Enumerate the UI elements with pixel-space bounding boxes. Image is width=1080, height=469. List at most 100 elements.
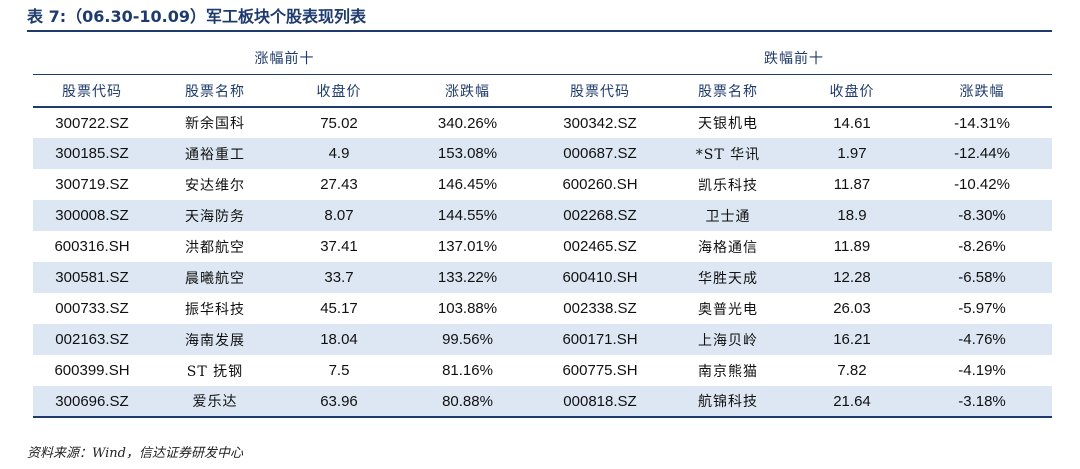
loser-name-cell: 凯乐科技: [698, 177, 758, 194]
table-row: 002163.SZ 海南发展 18.04 99.56% 600171.SH 上海贝岭 16.…: [33, 324, 1052, 355]
table-row: 300185.SZ 通裕重工 4.9 153.08% 000687.SZ *ST 华讯 1.…: [33, 138, 1052, 169]
gainer-code-cell: 600399.SH: [54, 362, 130, 379]
loser-name-cell: 海格通信: [698, 239, 758, 256]
loser-change-cell: -3.18%: [912, 386, 1052, 418]
gainer-change-cell: 137.01%: [437, 238, 498, 255]
table-title: 表 7:（06.30-10.09）军工板块个股表现列表: [27, 7, 366, 26]
loser-close-cell: 12.28: [833, 269, 871, 286]
loser-code-cell: 002268.SZ: [563, 207, 637, 224]
gainer-change-cell: 81.16%: [442, 362, 493, 379]
group-header-losers: 跌幅前十: [536, 42, 1052, 75]
gainer-close-cell: 45.17: [320, 300, 358, 317]
gainer-change-cell: 340.26%: [437, 114, 498, 132]
column-header: 股票名称: [151, 74, 279, 108]
loser-change-cell: -6.58%: [958, 269, 1006, 286]
loser-change-cell: -8.26%: [958, 238, 1006, 255]
gainer-name-cell: 天海防务: [185, 208, 245, 225]
gainer-code-cell: 300185.SZ: [55, 145, 129, 162]
loser-close-cell: 11.87: [833, 176, 871, 193]
gainer-code-cell: 300722.SZ: [55, 114, 129, 132]
loser-close-cell: 1.97: [837, 145, 867, 162]
loser-code-cell: 002338.SZ: [563, 300, 637, 317]
column-header-row: 股票代码 股票名称 收盘价 涨跌幅 股票代码 股票名称 收盘价 涨跌幅: [33, 74, 1052, 108]
loser-name-cell: 天银机电: [698, 116, 758, 132]
column-header: 涨跌幅: [912, 74, 1052, 108]
gainer-close-cell: 63.96: [279, 386, 399, 418]
loser-change-cell: -10.42%: [954, 176, 1010, 193]
gainer-code-cell: 300581.SZ: [55, 269, 129, 286]
gainer-name-cell: 新余国科: [185, 116, 245, 132]
gainer-code-cell: 300696.SZ: [33, 386, 151, 418]
table-body: 300722.SZ 新余国科 75.02 340.26% 300342.SZ 天银机电 14…: [33, 107, 1052, 418]
group-header-row: 涨幅前十 跌幅前十: [33, 42, 1052, 75]
gainer-close-cell: 8.07: [324, 207, 354, 224]
loser-name-cell: 南京熊猫: [698, 363, 758, 380]
column-header: 股票代码: [33, 74, 151, 108]
loser-name-cell: 华胜天成: [698, 270, 758, 287]
table-row: 300008.SZ 天海防务 8.07 144.55% 002268.SZ 卫士通 18.9…: [33, 200, 1052, 231]
loser-name-cell: 航锦科技: [664, 386, 792, 418]
gainer-name-cell: 晨曦航空: [185, 270, 245, 287]
loser-close-cell: 21.64: [792, 386, 912, 418]
loser-name-cell: 卫士通: [705, 208, 751, 225]
loser-name-cell: 上海贝岭: [698, 332, 758, 349]
gainer-name-cell: ST 抚钢: [186, 363, 244, 380]
loser-name-cell: 奥普光电: [698, 301, 758, 318]
table-row: 600316.SH 洪都航空 37.41 137.01% 002465.SZ 海格通信 11…: [33, 231, 1052, 262]
loser-change-cell: -12.44%: [954, 145, 1010, 162]
loser-change-cell: -8.30%: [958, 207, 1006, 224]
loser-change-cell: -14.31%: [954, 114, 1010, 132]
gainer-close-cell: 7.5: [328, 362, 350, 379]
gainer-close-cell: 18.04: [320, 331, 358, 348]
gainer-change-cell: 153.08%: [437, 145, 498, 162]
gainer-code-cell: 002163.SZ: [55, 331, 129, 348]
loser-close-cell: 26.03: [833, 300, 871, 317]
loser-close-cell: 16.21: [833, 331, 871, 348]
gainer-name-cell: 通裕重工: [185, 146, 245, 163]
gainer-change-cell: 144.55%: [437, 207, 498, 224]
table-title-bar: 表 7:（06.30-10.09）军工板块个股表现列表: [27, 4, 1052, 30]
table-row: 600399.SH ST 抚钢 7.5 81.16% 600775.SH 南京熊猫 7.82…: [33, 355, 1052, 386]
gainer-change-cell: 103.88%: [437, 300, 498, 317]
gainer-close-cell: 75.02: [320, 114, 358, 132]
stock-performance-table: 涨幅前十 跌幅前十 股票代码 股票名称 收盘价 涨跌幅 股票代码 股票名称 收盘…: [33, 42, 1052, 418]
table-row: 300581.SZ 晨曦航空 33.7 133.22% 600410.SH 华胜天成 12.…: [33, 262, 1052, 293]
loser-close-cell: 18.9: [837, 207, 867, 224]
gainer-code-cell: 300008.SZ: [55, 207, 129, 224]
group-header-gainers: 涨幅前十: [33, 42, 536, 75]
column-header: 收盘价: [792, 74, 912, 108]
gainer-close-cell: 33.7: [324, 269, 354, 286]
gainer-change-cell: 146.45%: [437, 176, 498, 193]
loser-code-cell: 300342.SZ: [563, 114, 637, 132]
gainer-close-cell: 4.9: [328, 145, 350, 162]
loser-close-cell: 11.89: [833, 238, 871, 255]
gainer-close-cell: 27.43: [320, 176, 358, 193]
gainer-name-cell: 安达维尔: [185, 177, 245, 194]
loser-code-cell: 000687.SZ: [563, 145, 637, 162]
column-header: 涨跌幅: [399, 74, 536, 108]
stock-performance-table-container: 涨幅前十 跌幅前十 股票代码 股票名称 收盘价 涨跌幅 股票代码 股票名称 收盘…: [33, 42, 1052, 418]
loser-code-cell: 600171.SH: [562, 331, 638, 348]
gainer-code-cell: 000733.SZ: [55, 300, 129, 317]
loser-code-cell: 600410.SH: [562, 269, 638, 286]
gainer-change-cell: 133.22%: [437, 269, 498, 286]
loser-code-cell: 000818.SZ: [536, 386, 664, 418]
loser-close-cell: 14.61: [833, 114, 871, 132]
loser-close-cell: 7.82: [837, 362, 867, 379]
table-row: 300722.SZ 新余国科 75.02 340.26% 300342.SZ 天银机电 14…: [33, 107, 1052, 138]
gainer-name-cell: 振华科技: [185, 301, 245, 318]
loser-code-cell: 600260.SH: [562, 176, 638, 193]
gainer-change-cell: 80.88%: [399, 386, 536, 418]
gainer-code-cell: 600316.SH: [54, 238, 130, 255]
loser-code-cell: 600775.SH: [562, 362, 638, 379]
column-header: 收盘价: [279, 74, 399, 108]
loser-change-cell: -4.19%: [958, 362, 1006, 379]
loser-change-cell: -4.76%: [958, 331, 1006, 348]
loser-code-cell: 002465.SZ: [563, 238, 637, 255]
title-divider: [27, 30, 1052, 32]
gainer-code-cell: 300719.SZ: [55, 176, 129, 193]
table-row: 300719.SZ 安达维尔 27.43 146.45% 600260.SH 凯乐科技 11…: [33, 169, 1052, 200]
gainer-close-cell: 37.41: [320, 238, 358, 255]
table-row: 300696.SZ 爱乐达 63.96 80.88% 000818.SZ 航锦科技 21.6…: [33, 386, 1052, 418]
gainer-name-cell: 洪都航空: [185, 239, 245, 256]
